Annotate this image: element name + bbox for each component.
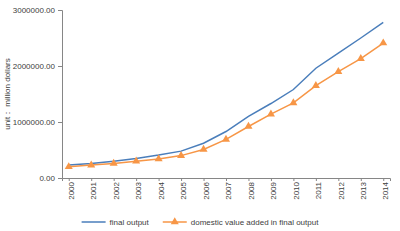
x-tick-label: 2007 [224, 181, 233, 199]
x-tick-label: 2000 [67, 181, 76, 199]
x-tick-mark [316, 178, 317, 181]
x-tick-label: 2005 [179, 181, 188, 199]
series-marker [289, 98, 297, 105]
legend-label: domestic value added in final output [191, 218, 319, 227]
x-tick: 2009 [269, 178, 278, 200]
series-line [69, 22, 384, 165]
x-tick-label: 2008 [247, 181, 256, 199]
x-tick-label: 2012 [336, 181, 345, 199]
series-line [69, 43, 384, 167]
x-tick: 2002 [112, 178, 121, 200]
y-axis: 0.00 1000000.00 2000000.00 3000000.00 [13, 6, 63, 183]
x-tick: 2000 [67, 178, 76, 200]
x-tick-label: 2001 [89, 181, 98, 199]
series-marker [65, 162, 73, 169]
x-tick-mark [226, 178, 227, 181]
series-marker [312, 81, 320, 88]
x-tick-label: 2010 [292, 181, 301, 199]
series-marker [357, 54, 365, 61]
series-marker [244, 122, 252, 129]
x-tick-mark [69, 178, 70, 181]
y-tick: 0.00 [39, 174, 62, 183]
x-tick-mark [114, 178, 115, 181]
y-axis-line [58, 11, 63, 179]
x-tick-mark [271, 178, 272, 181]
y-tick-mark [58, 122, 62, 123]
x-tick-label: 2004 [157, 181, 166, 199]
series-marker [177, 151, 185, 158]
y-tick-mark [58, 66, 62, 67]
x-tick-label: 2013 [359, 181, 368, 199]
x-tick-mark [204, 178, 205, 181]
series-marker [200, 145, 208, 152]
x-axis-line [63, 179, 391, 182]
x-tick: 2012 [336, 178, 345, 200]
series-marker [222, 135, 230, 142]
legend-label: final output [110, 218, 150, 227]
series-marker [379, 38, 387, 45]
y-tick-label: 2000000.00 [13, 62, 56, 71]
x-tick: 2005 [179, 178, 188, 200]
chart: 0.001000000.002000000.003000000.00200020… [0, 0, 400, 231]
y-tick-label: 1000000.00 [13, 118, 56, 127]
y-axis-title: unit： million dollars [3, 58, 12, 130]
legend-item: final output [82, 218, 150, 227]
series-marker [110, 159, 118, 166]
x-tick: 2004 [157, 178, 166, 200]
legend: final output domestic value added in fina… [82, 217, 320, 226]
series-marker [267, 110, 275, 117]
x-tick-label: 2011 [314, 181, 323, 199]
x-tick-mark [293, 178, 294, 181]
x-tick: 2011 [314, 178, 323, 199]
plot-area: 0.001000000.002000000.003000000.00200020… [13, 6, 391, 200]
x-tick-mark [159, 178, 160, 181]
x-tick-mark [91, 178, 92, 181]
series-marker [334, 67, 342, 74]
series-marker [87, 160, 95, 167]
y-tick-mark [58, 178, 62, 179]
y-tick: 2000000.00 [13, 62, 62, 71]
legend-swatch [82, 221, 106, 223]
x-tick-mark [248, 178, 249, 181]
series-group [65, 22, 388, 169]
x-tick: 2013 [359, 178, 368, 200]
x-tick-label: 2003 [134, 181, 143, 199]
x-tick: 2006 [202, 178, 211, 200]
x-tick-label: 2002 [112, 181, 121, 199]
legend-marker [171, 217, 179, 224]
x-tick: 2001 [89, 178, 98, 200]
x-tick-mark [383, 178, 384, 181]
x-tick-mark [136, 178, 137, 181]
y-tick-label: 3000000.00 [13, 6, 56, 15]
x-axis: 2000 2001 2002 2003 2004 2005 2006 2007 2008 2009… [63, 178, 391, 200]
series-marker [155, 154, 163, 161]
x-tick-label: 2014 [381, 181, 390, 199]
x-tick: 2010 [292, 178, 301, 200]
x-tick-label: 2006 [202, 181, 211, 199]
y-tick-mark [58, 10, 62, 11]
x-tick-mark [361, 178, 362, 181]
x-tick: 2007 [224, 178, 233, 200]
y-tick-label: 0.00 [39, 174, 55, 183]
x-tick: 2008 [247, 178, 256, 200]
x-tick-label: 2009 [269, 181, 278, 199]
y-tick: 1000000.00 [13, 118, 62, 127]
x-tick-mark [338, 178, 339, 181]
x-tick-mark [181, 178, 182, 181]
x-tick: 2003 [134, 178, 143, 200]
legend-item: domestic value added in final output [163, 217, 319, 226]
x-tick: 2014 [381, 178, 390, 200]
y-tick: 3000000.00 [13, 6, 62, 15]
series-marker [132, 157, 140, 164]
